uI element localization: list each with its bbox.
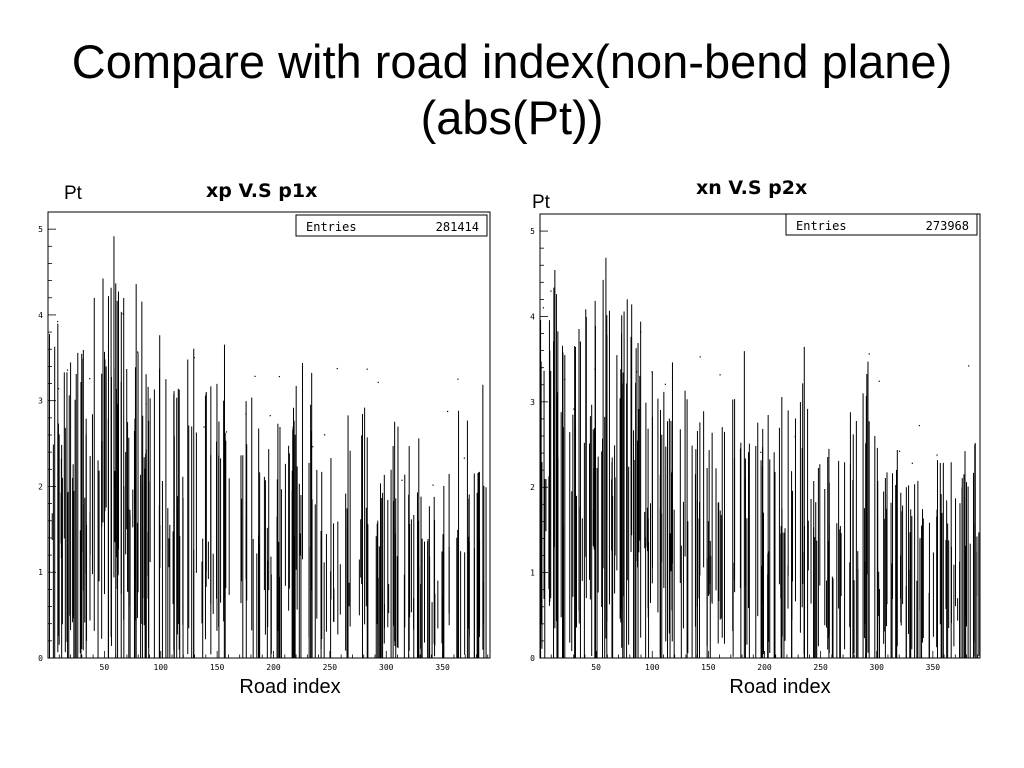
data-point — [269, 415, 271, 417]
data-point — [432, 484, 434, 486]
x-tick-label: 150 — [210, 663, 225, 672]
x-axis-label: Road index — [239, 676, 341, 698]
stats-box — [785, 213, 978, 236]
x-tick-label: 150 — [701, 663, 716, 672]
data-point — [57, 320, 59, 323]
data-point — [122, 313, 124, 315]
data-point — [323, 434, 326, 436]
y-tick-label: 4 — [38, 311, 43, 320]
histogram-plot-xn-p2x: 50 100 150 200 250 300 350 0 1 2 3 4 5 Entries 273968 — [530, 213, 981, 672]
data-point — [664, 383, 666, 385]
slide-title: Compare with road index(non-bend plane)(… — [71, 35, 953, 144]
data-point — [136, 351, 139, 353]
y-tick-label: 1 — [38, 568, 43, 577]
y-tick-label: 1 — [530, 569, 535, 578]
y-tick-label: 2 — [38, 482, 43, 491]
histogram-panel-xn-p2x: Pt xn V.S p2x 50 100 150 200 250 300 350 0 1 2 3 4 5… — [510, 168, 981, 708]
stats-label: Entries — [306, 220, 357, 234]
data-point — [640, 331, 642, 333]
y-tick-label: 5 — [38, 225, 43, 234]
data-point — [719, 374, 721, 376]
stats-box — [295, 214, 488, 237]
data-point — [336, 367, 338, 370]
data-point — [594, 368, 596, 370]
data-point — [878, 380, 880, 382]
data-point — [457, 378, 459, 380]
data-point — [366, 368, 368, 370]
y-tick-label: 5 — [530, 227, 535, 236]
y-axis-label: Pt — [64, 183, 82, 204]
data-point — [245, 413, 247, 415]
x-tick-label: 100 — [645, 663, 660, 672]
x-tick-label: 300 — [379, 663, 394, 672]
histogram-title: xp V.S p1x — [206, 180, 318, 202]
data-point — [651, 371, 653, 373]
x-tick-label: 350 — [926, 663, 941, 672]
stats-label: Entries — [796, 219, 847, 233]
histogram-panel-xp-p1x: Pt xp V.S p1x 50 100 150 200 250 300 350 0 1 2 3 4 5… — [20, 168, 491, 708]
data-point — [968, 365, 970, 367]
y-tick-label: 4 — [530, 312, 535, 321]
data-point — [193, 356, 195, 359]
data-point — [550, 290, 552, 292]
data-point — [542, 307, 544, 309]
data-point — [66, 369, 69, 371]
data-point — [225, 431, 228, 433]
data-point — [447, 410, 449, 413]
x-tick-label: 50 — [591, 663, 601, 672]
y-axis-label: Pt — [532, 192, 550, 213]
data-point — [57, 388, 60, 390]
data-point — [278, 375, 280, 378]
data-point — [564, 378, 566, 381]
data-point — [918, 424, 920, 427]
data-marks — [48, 236, 487, 658]
data-point — [89, 378, 91, 380]
x-tick-label: 100 — [154, 663, 169, 672]
data-point — [699, 356, 701, 358]
data-point — [911, 462, 913, 464]
x-tick-label: 300 — [870, 663, 885, 672]
y-tick-label: 0 — [530, 654, 535, 663]
y-tick-label: 2 — [530, 483, 535, 492]
histogram-title: xn V.S p2x — [696, 177, 808, 199]
data-point — [463, 457, 465, 459]
data-point — [898, 450, 901, 452]
x-tick-label: 250 — [813, 663, 828, 672]
y-tick-label: 0 — [38, 654, 43, 663]
histogram-plot-xp-p1x: 50 100 150 200 250 300 350 0 1 2 3 4 5 Entries 281414 — [38, 211, 491, 672]
data-point — [203, 426, 205, 428]
data-point — [312, 446, 314, 448]
x-axis-label: Road index — [729, 676, 831, 698]
data-point — [377, 381, 379, 384]
data-point — [794, 436, 796, 438]
stats-value: 281414 — [436, 220, 479, 234]
data-point — [760, 451, 762, 453]
data-point — [254, 375, 256, 377]
data-marks — [540, 257, 980, 658]
x-tick-label: 250 — [323, 663, 338, 672]
x-tick-label: 200 — [757, 663, 772, 672]
y-tick-label: 3 — [530, 398, 535, 407]
y-tick-label: 3 — [38, 397, 43, 406]
data-point — [936, 454, 938, 456]
data-point — [573, 408, 575, 410]
stats-value: 273968 — [926, 219, 969, 233]
data-point — [868, 353, 870, 355]
data-point — [145, 403, 147, 405]
x-tick-label: 350 — [435, 663, 450, 672]
x-tick-label: 50 — [100, 663, 110, 672]
x-tick-label: 200 — [266, 663, 281, 672]
data-point — [401, 479, 403, 481]
